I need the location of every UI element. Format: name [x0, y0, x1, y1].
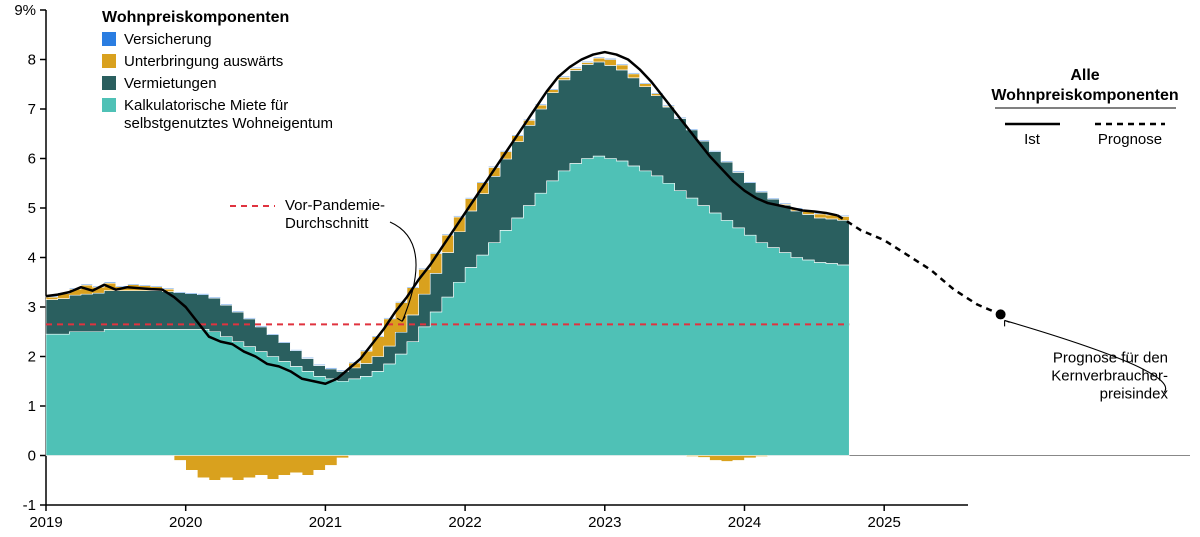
- legend-label: selbstgenutztes Wohneigentum: [124, 115, 333, 132]
- x-tick-label: 2019: [29, 514, 62, 531]
- forecast-end-dot: [996, 309, 1006, 319]
- right-legend-title: Wohnpreiskomponenten: [991, 87, 1178, 104]
- y-tick-label: 7: [28, 101, 36, 118]
- y-tick-label: 0: [28, 448, 36, 465]
- legend-swatch: [102, 54, 116, 68]
- x-tick-label: 2025: [867, 514, 900, 531]
- y-tick-label: 8: [28, 52, 36, 69]
- legend-swatch: [102, 32, 116, 46]
- ist-label: Ist: [1024, 131, 1041, 148]
- y-tick-label: 2: [28, 349, 36, 366]
- legend-label: Unterbringung auswärts: [124, 53, 283, 70]
- legend-swatch: [102, 98, 116, 112]
- prepandemic-label: Durchschnitt: [285, 215, 369, 232]
- forecast-annotation: preisindex: [1100, 385, 1169, 402]
- legend-label: Versicherung: [124, 31, 212, 48]
- y-tick-label: 3: [28, 299, 36, 316]
- y-tick-label: -1: [23, 497, 36, 514]
- x-tick-label: 2023: [588, 514, 621, 531]
- legend-label: Kalkulatorische Miete für: [124, 97, 288, 114]
- y-tick-label: 1: [28, 398, 36, 415]
- y-tick-label: 9%: [14, 2, 36, 19]
- right-legend-title: Alle: [1070, 67, 1099, 84]
- x-tick-label: 2020: [169, 514, 202, 531]
- prepandemic-label: Vor-Pandemie-: [285, 197, 385, 214]
- forecast-annotation: Kernverbraucher-: [1051, 367, 1168, 384]
- y-tick-label: 5: [28, 200, 36, 217]
- legend-title: Wohnpreiskomponenten: [102, 9, 289, 26]
- x-tick-label: 2022: [448, 514, 481, 531]
- x-tick-label: 2024: [728, 514, 761, 531]
- y-tick-label: 6: [28, 151, 36, 168]
- y-tick-label: 4: [28, 250, 36, 267]
- housing-contribution-chart: -1 0 1 2 3 4 5 6 7 8 9% 2019 2020 2021 2022 2023 2024 202…: [0, 0, 1200, 537]
- legend-swatch: [102, 76, 116, 90]
- legend-label: Vermietungen: [124, 75, 217, 92]
- forecast-annotation: Prognose für den: [1053, 349, 1168, 366]
- x-tick-label: 2021: [309, 514, 342, 531]
- prognose-label: Prognose: [1098, 131, 1162, 148]
